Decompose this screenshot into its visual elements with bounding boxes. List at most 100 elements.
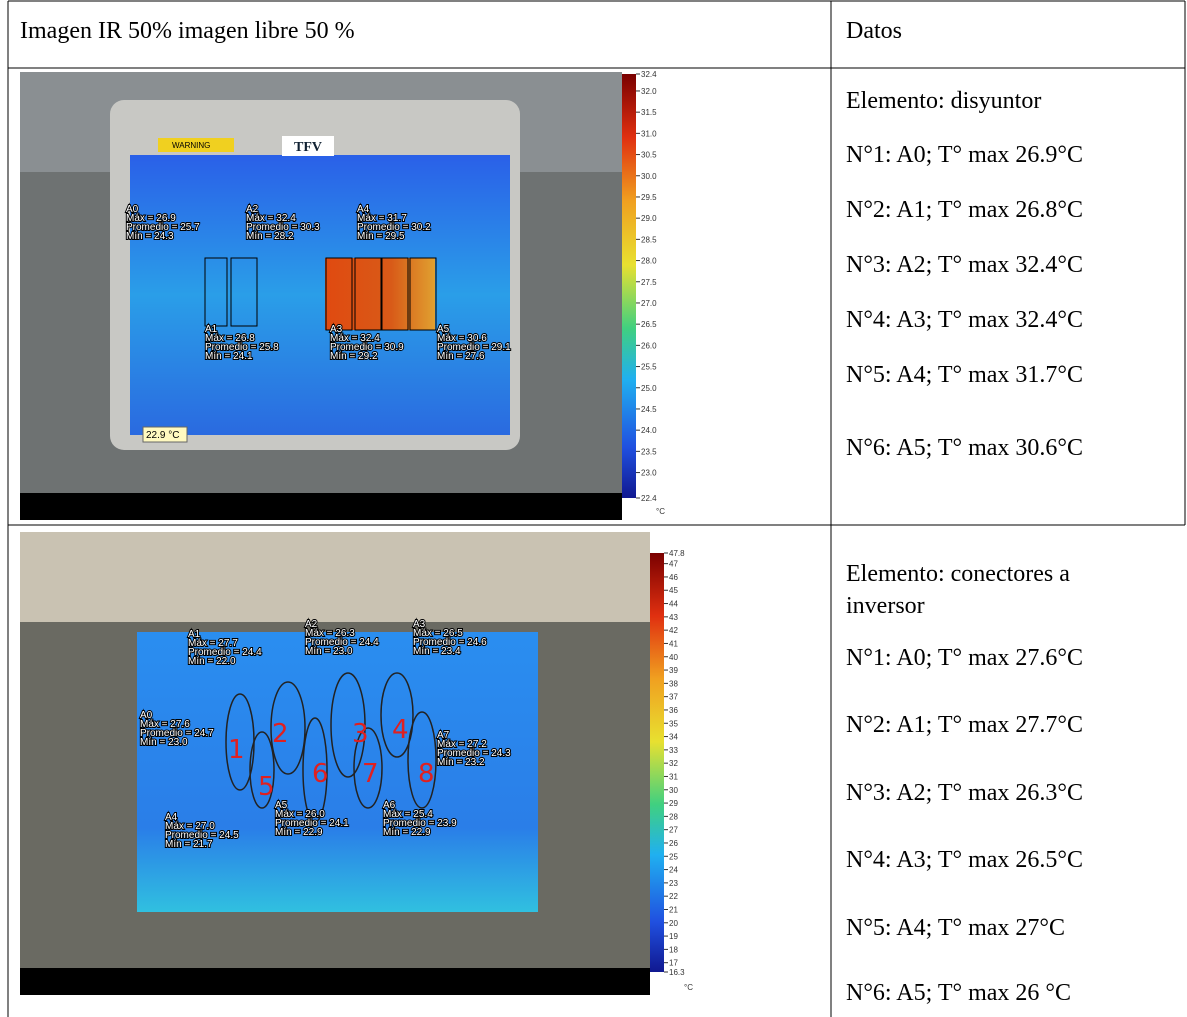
region-annotation: Máx = 30.6	[437, 333, 487, 344]
element: Elemento: conectores a inversor	[846, 561, 1070, 619]
scale-label: 34	[669, 733, 678, 742]
region-annotation: Promedio = 24.6	[413, 637, 487, 648]
scale-label: 32.0	[641, 87, 657, 96]
region-annotation: Máx = 27.6	[140, 719, 190, 730]
scale-label: 33	[669, 746, 678, 755]
region-annotation: Mín = 23.0	[140, 737, 188, 748]
region-annotation: Promedio = 29.1	[437, 342, 511, 353]
region-annotation: Promedio = 25.8	[205, 342, 279, 353]
data-item: N°3: A2; T° max 26.3°C	[846, 780, 1083, 806]
region-annotation: A2	[305, 619, 318, 630]
region-annotation: Mín = 23.4	[413, 646, 461, 657]
scale-label: 31	[669, 772, 678, 781]
scale-label: 19	[669, 932, 678, 941]
scale-label: 30	[669, 786, 678, 795]
region-annotation: Mín = 23.2	[437, 757, 485, 768]
scale-label: 25.0	[641, 384, 657, 393]
region-annotation: A6	[383, 800, 396, 811]
scale-label: 18	[669, 945, 678, 954]
region-annotation: A0	[126, 204, 139, 215]
data-item: N°3: A2; T° max 32.4°C	[846, 252, 1083, 278]
table-borders	[7, 0, 1186, 1017]
region-annotation: Promedio = 30.3	[246, 222, 320, 233]
data-item: N°1: A0; T° max 27.6°C	[846, 645, 1083, 671]
scale-label: 29.0	[641, 214, 657, 223]
region-annotation: Máx = 26.5	[413, 628, 463, 639]
scale-label: 22.4	[641, 494, 657, 503]
scale-label: 40	[669, 653, 678, 662]
data-item: N°6: A5; T° max 26 °C	[846, 980, 1071, 1006]
region-annotation: Promedio = 24.7	[140, 728, 214, 739]
scale-label: 24	[669, 866, 678, 875]
tag-label: TFV	[294, 140, 322, 155]
region-annotation: Promedio = 24.3	[437, 748, 511, 759]
region-annotation: A5	[275, 800, 288, 811]
scale-label: 38	[669, 679, 678, 688]
header-right: Datos	[846, 18, 902, 44]
region-annotation: Promedio = 24.4	[305, 637, 379, 648]
region-annotation: A1	[188, 629, 201, 640]
region-annotation: A7	[437, 730, 450, 741]
scale-label: 27	[669, 826, 678, 835]
region-annotation: Mín = 29.5	[357, 231, 405, 242]
region-annotation: Máx = 27.2	[437, 739, 487, 750]
scale-label: 27.5	[641, 278, 657, 287]
scale-label: 36	[669, 706, 678, 715]
scale-label: 37	[669, 693, 678, 702]
data-item: N°5: A4; T° max 27°C	[846, 915, 1065, 941]
data-item: N°1: A0; T° max 26.9°C	[846, 142, 1083, 168]
region-annotation: Máx = 31.7	[357, 213, 407, 224]
scale-label: 47.8	[669, 549, 685, 558]
handwritten-number: 5	[258, 772, 275, 802]
scale-label: 30.0	[641, 172, 657, 181]
region-annotation: Máx = 32.4	[246, 213, 296, 224]
data-item: N°2: A1; T° max 27.7°C	[846, 712, 1083, 738]
region-annotation: A3	[330, 324, 343, 335]
scale-label: 27.0	[641, 299, 657, 308]
scale-label: 23.0	[641, 469, 657, 478]
data-item: N°5: A4; T° max 31.7°C	[846, 362, 1083, 388]
scale-label: 25	[669, 852, 678, 861]
element: Elemento: disyuntor	[846, 88, 1041, 114]
scale-label: 43	[669, 613, 678, 622]
scale-label: 29	[669, 799, 678, 808]
data-item: N°2: A1; T° max 26.8°C	[846, 197, 1083, 223]
region-annotation: Máx = 26.8	[205, 333, 255, 344]
region-annotation: Promedio = 23.9	[383, 818, 457, 829]
region-annotation: A2	[246, 204, 259, 215]
scale-label: 25.5	[641, 363, 657, 372]
scale-label: 31.0	[641, 129, 657, 138]
scale-label: 26.5	[641, 320, 657, 329]
region-annotation: Mín = 24.1	[205, 351, 253, 362]
scale-label: 42	[669, 626, 678, 635]
scale-label: 28.5	[641, 235, 657, 244]
region-annotation: Promedio = 30.9	[330, 342, 404, 353]
scale-unit: °C	[684, 983, 693, 992]
scale-label: 22	[669, 892, 678, 901]
scale-label: 47	[669, 560, 678, 569]
scale-unit: °C	[656, 507, 665, 516]
region-annotation: A4	[165, 812, 178, 823]
region-annotation: Mín = 22.0	[188, 656, 236, 667]
handwritten-number: 6	[312, 759, 329, 789]
region-annotation: Máx = 27.7	[188, 638, 238, 649]
scale-label: 45	[669, 586, 678, 595]
spot-temp: 22.9 °C	[146, 430, 179, 441]
handwritten-number: 3	[352, 719, 369, 749]
region-annotation: Mín = 21.7	[165, 839, 213, 850]
scale-label: 35	[669, 719, 678, 728]
region-annotation: Mín = 27.6	[437, 351, 485, 362]
scale-label: 30.5	[641, 151, 657, 160]
region-annotation: Máx = 26.3	[305, 628, 355, 639]
scale-label: 46	[669, 573, 678, 582]
region-annotation: Mín = 24.3	[126, 231, 174, 242]
region-annotation: Mín = 22.9	[383, 827, 431, 838]
scale-label: 26.0	[641, 341, 657, 350]
scale-label: 31.5	[641, 108, 657, 117]
handwritten-number: 8	[418, 759, 435, 789]
handwritten-number: 2	[272, 719, 289, 749]
region-annotation: A1	[205, 324, 218, 335]
scale-label: 39	[669, 666, 678, 675]
region-annotation: Mín = 22.9	[275, 827, 323, 838]
